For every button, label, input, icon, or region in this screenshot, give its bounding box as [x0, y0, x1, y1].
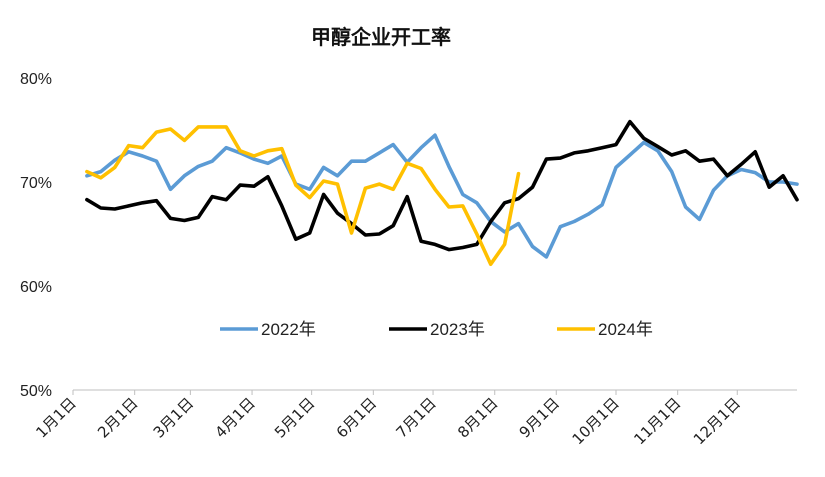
y-tick-label: 60%	[20, 279, 52, 296]
x-tick-label: 9月1日	[516, 394, 563, 441]
x-tick-label: 6月1日	[333, 394, 380, 441]
x-tick-label: 11月1日	[630, 394, 684, 448]
legend-label: 2023年	[430, 320, 485, 339]
x-tick-label: 3月1日	[150, 394, 197, 441]
series-line-1	[85, 133, 799, 259]
x-tick-label: 1月1日	[32, 394, 79, 441]
x-tick-label: 4月1日	[211, 394, 258, 441]
x-axis-ticks: 1月1日 2月1日 3月1日 4月1日 5月1日 6月1日 7月1日 8月1日 9月1日 10月1…	[32, 390, 744, 448]
x-tick-label: 10月1日	[569, 394, 623, 448]
legend-label: 2024年	[598, 320, 653, 339]
x-tick-label: 5月1日	[271, 394, 318, 441]
y-tick-label: 50%	[20, 383, 52, 400]
y-tick-label: 80%	[20, 71, 52, 88]
x-tick-label: 7月1日	[392, 394, 439, 441]
y-tick-label: 70%	[20, 175, 52, 192]
x-tick-label: 2月1日	[94, 394, 141, 441]
series-line-2	[85, 119, 799, 252]
series-line-3	[85, 125, 521, 267]
y-axis-labels: 50% 60% 70% 80%	[20, 71, 52, 400]
legend: 2022年 2023年 2024年	[220, 320, 653, 339]
x-tick-label: 12月1日	[690, 394, 744, 448]
x-tick-label: 8月1日	[454, 394, 501, 441]
legend-label: 2022年	[261, 320, 316, 339]
series-lines	[85, 119, 799, 267]
chart-title: 甲醇企业开工率	[311, 25, 451, 49]
